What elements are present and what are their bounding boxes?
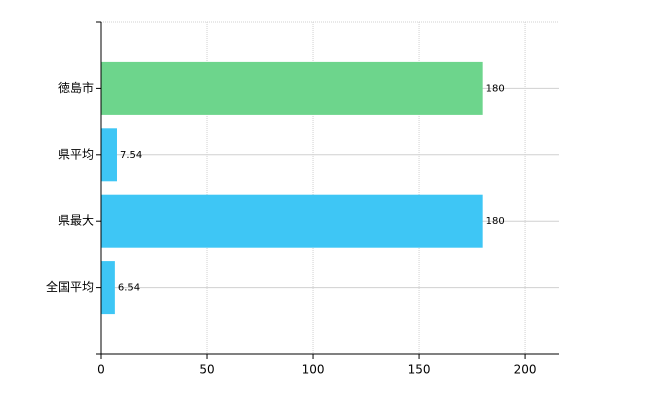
x-tick-label: 100 (302, 363, 325, 377)
x-tick-label: 0 (97, 363, 105, 377)
bar (101, 194, 483, 248)
x-tick-label: 50 (199, 363, 214, 377)
value-label: 7.54 (120, 150, 142, 161)
value-label: 180 (486, 216, 505, 227)
value-label: 6.54 (118, 283, 140, 294)
bar (101, 128, 117, 182)
x-tick-label: 150 (408, 363, 431, 377)
bar (101, 61, 483, 115)
bar (101, 261, 115, 315)
x-tick-label: 200 (514, 363, 537, 377)
y-tick-label: 県最大 (58, 214, 94, 228)
value-label: 180 (486, 83, 505, 94)
y-tick-label: 徳島市 (58, 80, 94, 95)
y-tick-label: 全国平均 (46, 279, 94, 294)
y-tick-label: 県平均 (58, 147, 94, 161)
